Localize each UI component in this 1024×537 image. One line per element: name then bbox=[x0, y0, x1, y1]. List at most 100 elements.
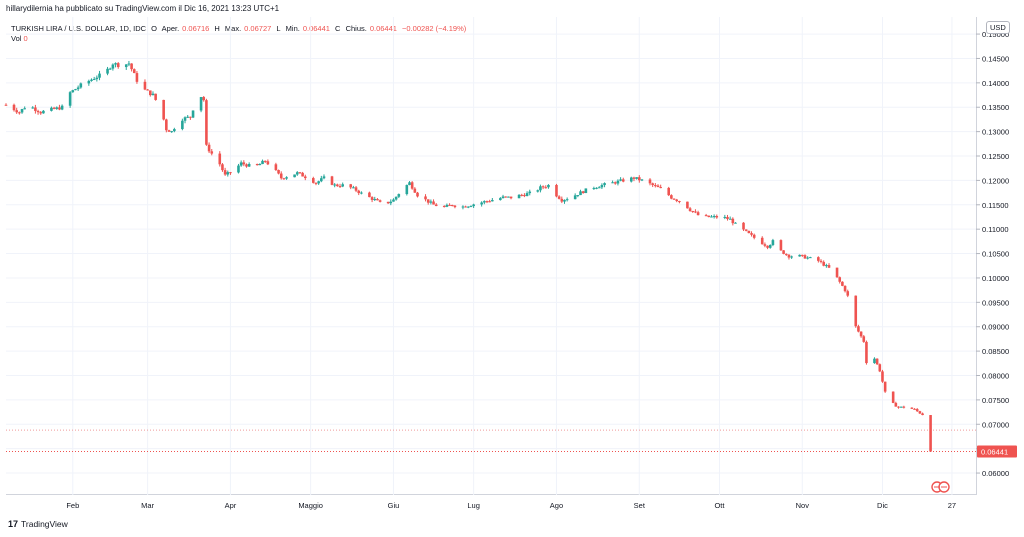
candle[interactable] bbox=[760, 236, 764, 245]
candle[interactable] bbox=[50, 106, 53, 112]
candle[interactable] bbox=[301, 171, 304, 177]
candle[interactable] bbox=[573, 193, 577, 200]
candle[interactable] bbox=[79, 82, 83, 89]
candle[interactable] bbox=[694, 209, 697, 214]
candle[interactable] bbox=[408, 181, 411, 186]
candle[interactable] bbox=[536, 189, 540, 193]
candle[interactable] bbox=[528, 189, 532, 196]
candle[interactable] bbox=[20, 108, 24, 114]
candle[interactable] bbox=[111, 63, 115, 71]
candle[interactable] bbox=[873, 357, 876, 364]
candle[interactable] bbox=[357, 189, 361, 196]
candle[interactable] bbox=[183, 116, 187, 124]
candle[interactable] bbox=[891, 391, 895, 404]
candle[interactable] bbox=[394, 196, 398, 201]
candle[interactable] bbox=[410, 181, 414, 190]
candle[interactable] bbox=[915, 408, 919, 412]
candle[interactable] bbox=[809, 256, 812, 259]
candle[interactable] bbox=[330, 175, 334, 186]
candle[interactable] bbox=[894, 401, 898, 407]
candle[interactable] bbox=[878, 363, 882, 373]
candle[interactable] bbox=[170, 130, 173, 133]
candle[interactable] bbox=[199, 96, 203, 113]
candle[interactable] bbox=[875, 358, 879, 365]
candle[interactable] bbox=[464, 205, 467, 208]
candle[interactable] bbox=[819, 259, 823, 264]
candle[interactable] bbox=[237, 163, 240, 174]
candle[interactable] bbox=[360, 191, 363, 195]
candle[interactable] bbox=[312, 176, 315, 184]
candle[interactable] bbox=[499, 197, 502, 201]
candle[interactable] bbox=[352, 185, 355, 189]
candle[interactable] bbox=[247, 162, 251, 167]
candle[interactable] bbox=[303, 174, 307, 181]
candle[interactable] bbox=[544, 185, 548, 189]
candle[interactable] bbox=[223, 167, 227, 176]
candle[interactable] bbox=[835, 267, 839, 278]
currency-button[interactable]: USD bbox=[986, 21, 1010, 34]
candle[interactable] bbox=[619, 177, 622, 182]
candle[interactable] bbox=[376, 198, 379, 201]
candle[interactable] bbox=[87, 79, 91, 86]
candle[interactable] bbox=[226, 170, 230, 177]
candle[interactable] bbox=[34, 104, 37, 114]
candle[interactable] bbox=[707, 215, 711, 218]
candle[interactable] bbox=[106, 66, 109, 76]
candle[interactable] bbox=[181, 118, 184, 131]
candle[interactable] bbox=[651, 182, 654, 188]
candle[interactable] bbox=[616, 179, 620, 186]
candle[interactable] bbox=[373, 196, 377, 201]
candle[interactable] bbox=[466, 206, 470, 209]
candle[interactable] bbox=[640, 178, 644, 182]
candle[interactable] bbox=[413, 187, 417, 193]
candle[interactable] bbox=[108, 67, 112, 70]
candle[interactable] bbox=[424, 194, 427, 202]
candle[interactable] bbox=[317, 180, 320, 185]
candle[interactable] bbox=[68, 91, 72, 108]
candle[interactable] bbox=[784, 253, 788, 256]
candle[interactable] bbox=[592, 186, 596, 190]
candle[interactable] bbox=[274, 162, 278, 171]
candle[interactable] bbox=[114, 62, 117, 68]
candle[interactable] bbox=[523, 193, 526, 198]
candle[interactable] bbox=[635, 177, 638, 180]
candle[interactable] bbox=[632, 176, 636, 182]
candle[interactable] bbox=[4, 103, 8, 106]
candle[interactable] bbox=[734, 222, 737, 224]
candle[interactable] bbox=[95, 75, 99, 82]
candle[interactable] bbox=[480, 201, 483, 207]
candle[interactable] bbox=[60, 104, 64, 111]
candle[interactable] bbox=[782, 250, 785, 255]
candle[interactable] bbox=[338, 183, 342, 188]
candle[interactable] bbox=[71, 89, 75, 93]
candle[interactable] bbox=[638, 175, 641, 183]
candle[interactable] bbox=[929, 414, 932, 452]
candle[interactable] bbox=[576, 195, 580, 198]
candle[interactable] bbox=[314, 182, 318, 186]
candle[interactable] bbox=[843, 285, 847, 293]
candle[interactable] bbox=[55, 106, 59, 110]
candle[interactable] bbox=[648, 178, 652, 186]
candle[interactable] bbox=[726, 214, 729, 221]
candle[interactable] bbox=[445, 203, 449, 208]
candle[interactable] bbox=[349, 183, 353, 190]
candle[interactable] bbox=[509, 196, 513, 200]
candle[interactable] bbox=[285, 176, 288, 180]
candle[interactable] bbox=[472, 203, 475, 209]
candle[interactable] bbox=[392, 198, 395, 202]
tradingview-brand[interactable]: 17 TradingView bbox=[8, 519, 68, 529]
candle[interactable] bbox=[146, 89, 149, 91]
candle[interactable] bbox=[841, 281, 844, 287]
candle[interactable] bbox=[659, 184, 662, 189]
candle[interactable] bbox=[488, 199, 491, 203]
candle[interactable] bbox=[766, 245, 769, 250]
candle[interactable] bbox=[320, 175, 323, 183]
candle[interactable] bbox=[854, 295, 858, 328]
candle[interactable] bbox=[218, 151, 222, 167]
candle[interactable] bbox=[600, 183, 604, 189]
candle[interactable] bbox=[675, 198, 679, 203]
candle[interactable] bbox=[557, 195, 561, 200]
candle[interactable] bbox=[520, 193, 524, 197]
candle[interactable] bbox=[191, 110, 195, 119]
